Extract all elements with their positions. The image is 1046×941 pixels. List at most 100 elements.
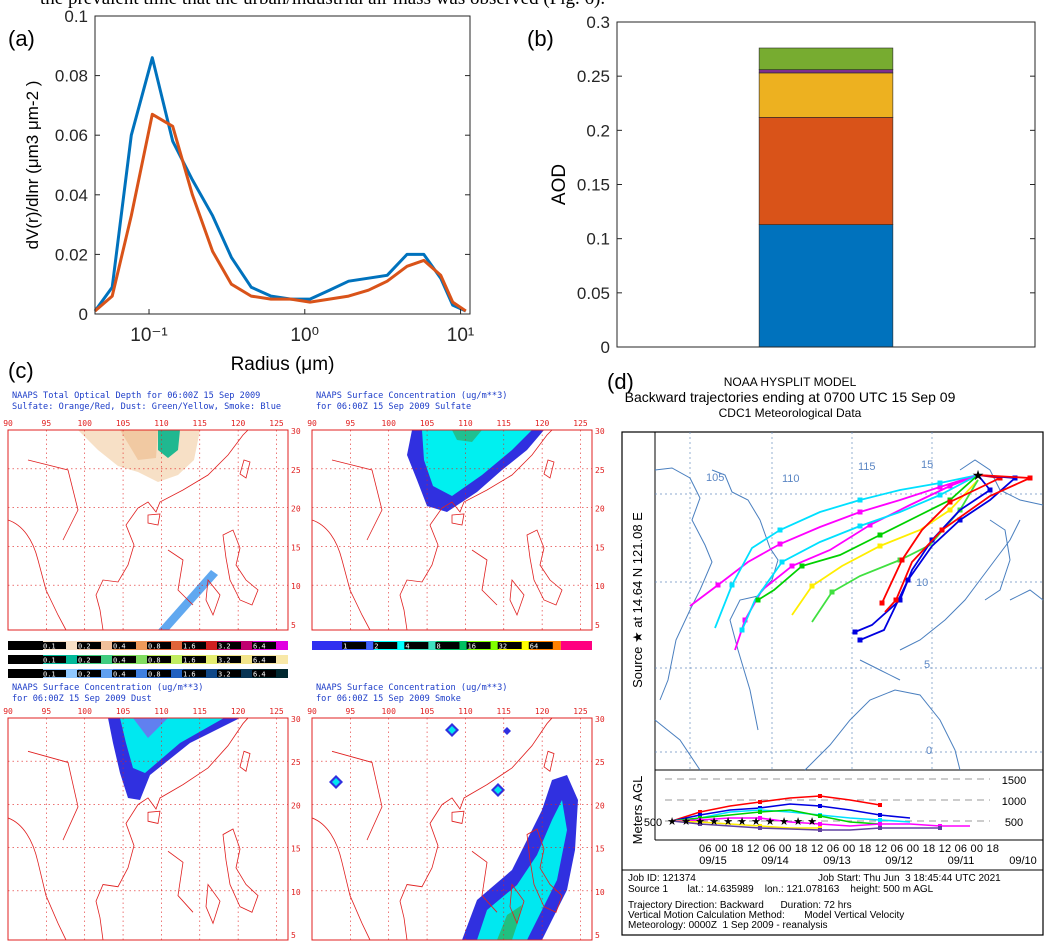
colorbar-label-box <box>252 642 276 649</box>
start-star: ★ <box>695 816 705 828</box>
height-marker <box>758 816 762 820</box>
map: NAAPS Surface Concentration (ug/m**3)for… <box>3 683 301 941</box>
height-profile <box>671 820 940 831</box>
colorbar-label-box <box>182 656 206 663</box>
lon-tick-label: 115 <box>497 707 512 716</box>
trajectory <box>714 474 979 629</box>
lon-tick-label: 120 <box>535 419 550 428</box>
trajectory <box>859 474 1018 641</box>
lat-tick-label: 10 <box>595 888 605 897</box>
trajectory-marker <box>879 600 885 606</box>
start-star: ★ <box>751 816 761 828</box>
lon-tick-label: 95 <box>42 707 52 716</box>
colorbar-label: 0.8 <box>148 643 161 651</box>
trajectory-marker <box>857 523 863 529</box>
trajectory-marker <box>739 627 745 633</box>
height-marker <box>878 826 882 830</box>
trajectory-marker <box>729 582 735 588</box>
height-marker <box>938 826 942 830</box>
aerosol-plume <box>452 430 482 442</box>
aerosol-plume <box>158 430 180 458</box>
aerosol-plume <box>503 727 511 735</box>
lat-tick-label: 10 <box>291 888 301 897</box>
colorbar-label: 0.4 <box>113 671 126 679</box>
start-star: ★ <box>779 816 789 828</box>
map-grid-label: 105 <box>706 472 724 484</box>
aerosol-plume <box>332 778 340 786</box>
lon-tick-label: 100 <box>77 707 92 716</box>
trajectory-marker <box>893 597 899 603</box>
trajectory-marker <box>852 629 858 635</box>
height-marker <box>878 822 882 826</box>
coastline <box>859 659 901 681</box>
colorbar-label: 0.1 <box>43 643 56 651</box>
y-tick-label: 0.25 <box>577 67 610 86</box>
lat-tick-label: 5 <box>595 931 600 940</box>
height-marker <box>878 818 882 822</box>
colorbar-label-box <box>528 642 553 649</box>
map-frame <box>7 429 289 631</box>
colorbar-label: 1.6 <box>183 671 196 679</box>
trajectory-marker <box>829 589 835 595</box>
trajectory-marker <box>755 597 761 603</box>
height-marker <box>698 810 702 814</box>
bar-segment <box>758 224 894 348</box>
y-tick-label: 0.05 <box>577 284 610 303</box>
panel-d: (d) NOAA HYSPLIT MODEL Backward trajecto… <box>607 369 1044 936</box>
lon-tick-label: 105 <box>420 419 435 428</box>
panel-label: (b) <box>527 26 554 51</box>
colorbar-label: 6.4 <box>253 657 266 665</box>
colorbar-label: 2 <box>374 643 378 651</box>
colorbar-label-box <box>217 656 241 663</box>
lat-tick-label: 15 <box>291 845 301 854</box>
aerosol-plume <box>497 905 522 940</box>
trajectory-marker <box>947 499 953 505</box>
y-tick-label: 0.1 <box>586 230 610 249</box>
aerosol-plume <box>448 726 456 734</box>
map-title: NAAPS Surface Concentration (ug/m**3) <box>316 391 507 401</box>
lat-tick-label: 10 <box>291 582 301 591</box>
height-marker <box>878 813 882 817</box>
colorbar-label-box <box>217 642 241 649</box>
colorbar-label: 6.4 <box>253 643 266 651</box>
colorbar-label: 0.2 <box>78 657 91 665</box>
date-label: 09/14 <box>761 855 789 867</box>
start-star: ★ <box>807 816 817 828</box>
colorbar-segment <box>560 641 592 650</box>
trajectory-marker <box>957 517 963 523</box>
trajectory-marker <box>1027 475 1033 481</box>
trajectory-marker <box>899 557 905 563</box>
trajectory-marker <box>742 617 748 623</box>
data-line <box>94 112 467 313</box>
lon-tick-label: 120 <box>535 707 550 716</box>
lat-tick-label: 30 <box>595 715 605 724</box>
colorbar-label-box <box>252 670 276 677</box>
trajectory-marker <box>947 507 953 513</box>
map-title: for 06:00Z 15 Sep 2009 Smoke <box>316 694 461 704</box>
trajectory-marker <box>857 497 863 503</box>
height-profile <box>671 820 820 829</box>
altitude-axis: Meters AGL <box>630 776 645 845</box>
altitude-label: 1500 <box>1002 775 1026 787</box>
panel-label: (a) <box>8 26 35 51</box>
date-label: 09/13 <box>823 855 851 867</box>
colorbar-label-box <box>112 656 136 663</box>
lat-tick-label: 15 <box>595 845 605 854</box>
y-axis-label: dV(r)/dlnr (μm3 μm-2 ) <box>23 81 42 250</box>
y-tick-label: 0.06 <box>55 126 88 145</box>
colorbar-label: 1.6 <box>183 657 196 665</box>
trajectory-marker <box>939 527 945 533</box>
start-star: ★ <box>737 816 747 828</box>
map-grid-label: 5 <box>924 659 930 671</box>
colorbar-label-box <box>147 670 171 677</box>
lat-tick-label: 5 <box>595 621 600 630</box>
colorbar-label-box <box>435 642 460 649</box>
coastline <box>654 467 713 701</box>
start-height-label: 500 <box>644 817 662 829</box>
trajectory-marker <box>809 583 815 589</box>
lon-tick-label: 100 <box>77 419 92 428</box>
